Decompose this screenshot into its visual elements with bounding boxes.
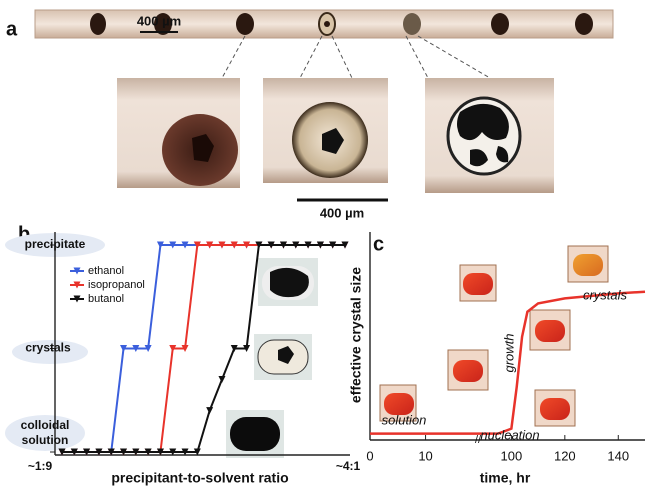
legend-label: butanol: [88, 293, 124, 305]
x-tick-label: ~4:1: [336, 459, 361, 473]
x-axis-label: time, hr: [480, 470, 531, 486]
inset-photos: [380, 246, 608, 426]
scale-bar-label: 400 µm: [137, 13, 181, 28]
zoom-image: [263, 78, 388, 183]
y-tick-label: crystals: [25, 341, 71, 355]
zoom-lines: [222, 36, 490, 78]
x-tick-label: 140: [607, 448, 629, 463]
annotation: nucleation: [480, 427, 539, 442]
x-axis-label: precipitant-to-solvent ratio: [111, 470, 288, 486]
panel-label: a: [6, 18, 18, 40]
marker: [206, 407, 213, 414]
zoom-image: [425, 78, 554, 193]
annotation: growth: [501, 333, 516, 372]
y-tick-label: precipitate: [25, 237, 86, 251]
zoom-image: [117, 78, 240, 188]
scale-bar-label: 400 µm: [320, 205, 364, 220]
legend-label: isopropanol: [88, 279, 145, 291]
x-tick-label: 120: [554, 448, 576, 463]
annotation: solution: [382, 412, 427, 427]
panel-label: c: [373, 233, 384, 255]
legend-label: ethanol: [88, 265, 124, 277]
page: {"panel_a": {"label": "a", "scale_bar_to…: [0, 0, 647, 490]
marker: [218, 376, 225, 383]
figure: a 400 µm 400 µm b c // colloidalsolution…: [0, 0, 647, 490]
x-tick-label: 10: [418, 448, 432, 463]
inset-photos: [226, 258, 318, 458]
y-axis-label: effective crystal size: [348, 267, 364, 403]
annotation: crystals: [583, 287, 628, 302]
x-tick-label: 100: [501, 448, 523, 463]
x-tick-label: 0: [366, 448, 373, 463]
x-tick-label: ~1:9: [28, 459, 53, 473]
body: a 400 µm 400 µm b c // colloidalsolution…: [0, 0, 647, 490]
